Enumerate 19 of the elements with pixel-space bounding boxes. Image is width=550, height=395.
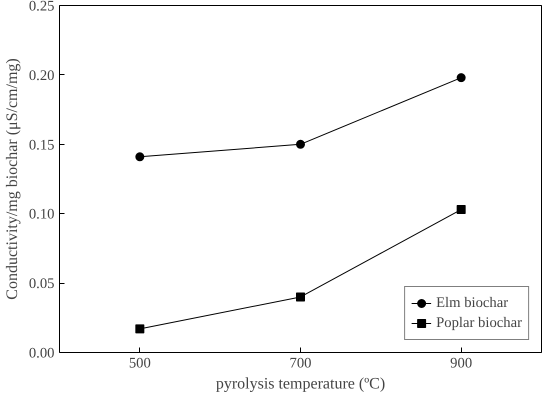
y-tick-label: 0.10 [28, 206, 55, 223]
y-axis-title: Conductivity/mg biochar (μS/cm/mg) [4, 58, 21, 300]
point [135, 152, 144, 162]
point [296, 140, 305, 149]
y-tick-label: 0.20 [28, 68, 55, 84]
x-tick-label: 700 [290, 356, 312, 372]
x-axis-title: pyrolysis temperature (ºC) [216, 376, 386, 392]
y-tick-label: 0.15 [28, 137, 55, 154]
y-tick-label: 0.05 [28, 276, 55, 292]
legend-label: Elm biochar [436, 294, 508, 312]
x-tick-label: 500 [128, 356, 151, 372]
point [135, 324, 144, 334]
point [456, 205, 466, 214]
legend-label: Poplar biochar [436, 314, 522, 332]
y-tick-label: 0.00 [28, 346, 55, 362]
point [456, 73, 466, 82]
x-tick-label: 900 [450, 356, 472, 372]
point [296, 292, 305, 302]
y-tick-label: 0.25 [28, 0, 55, 14]
